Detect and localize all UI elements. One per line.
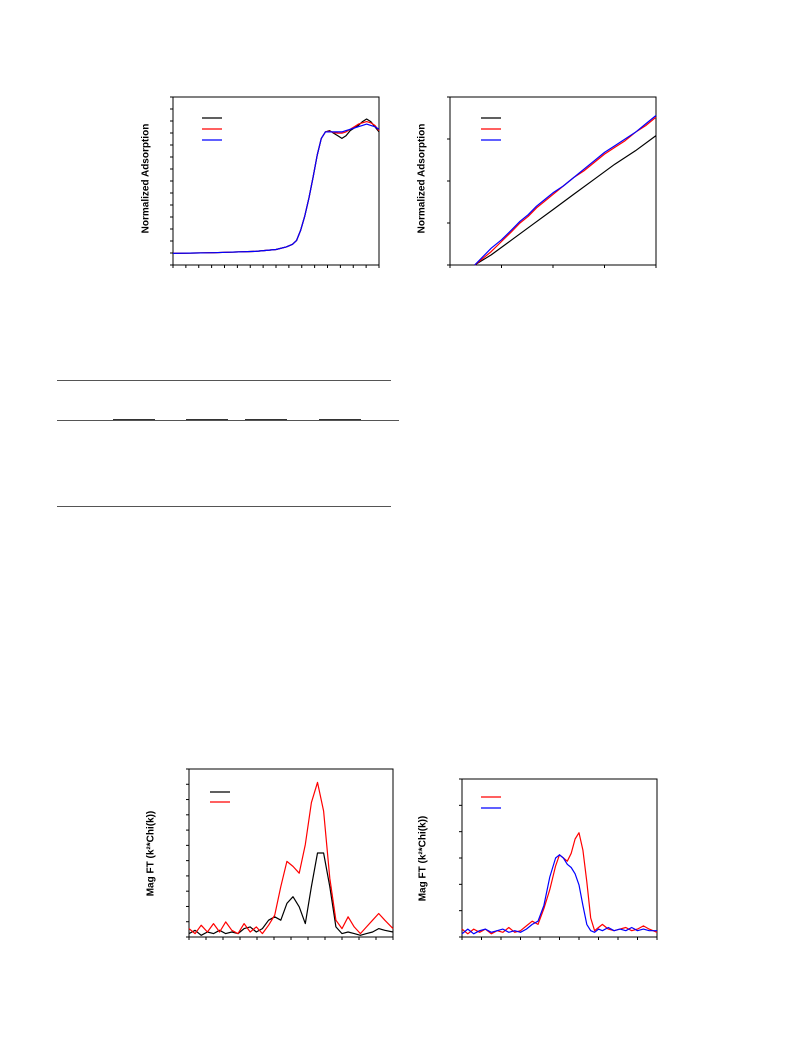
- series-line-2: [188, 781, 394, 935]
- chart-bottom-left: [186, 768, 394, 940]
- y-axis-label-bottom-right: Mag FT (k²*Chi(k)): [417, 815, 429, 902]
- series-line-2: [474, 116, 657, 266]
- series-line-3: [474, 115, 657, 266]
- table-column-rule-3: [245, 419, 287, 420]
- y-axis-label-top-left: Normalized Adsorption: [140, 123, 152, 234]
- table-column-rule-1: [113, 419, 155, 420]
- series-line-2: [172, 121, 380, 254]
- y-axis-label-bottom-left: Mag FT (k²*Chi(k)): [145, 810, 157, 897]
- table-column-rule-4: [319, 419, 361, 420]
- plot-frame: [461, 778, 658, 938]
- plot-frame: [172, 96, 380, 266]
- table-header-rule: [57, 420, 399, 421]
- plot-frame: [188, 768, 394, 938]
- table-bottom-rule: [57, 506, 391, 507]
- table-top-rule: [57, 380, 391, 381]
- chart-top-left: [170, 96, 380, 268]
- series-line-1: [461, 832, 658, 935]
- series-line-3: [172, 123, 380, 254]
- series-line-2: [461, 854, 657, 935]
- series-line-1: [172, 118, 380, 254]
- y-axis-label-top-right: Normalized Adsorption: [416, 123, 428, 234]
- table-column-rule-2: [186, 419, 228, 420]
- series-line-1: [188, 852, 394, 936]
- chart-top-right: [447, 96, 657, 268]
- plot-frame: [449, 96, 657, 266]
- series-line-1: [474, 135, 657, 266]
- chart-bottom-right: [459, 778, 658, 940]
